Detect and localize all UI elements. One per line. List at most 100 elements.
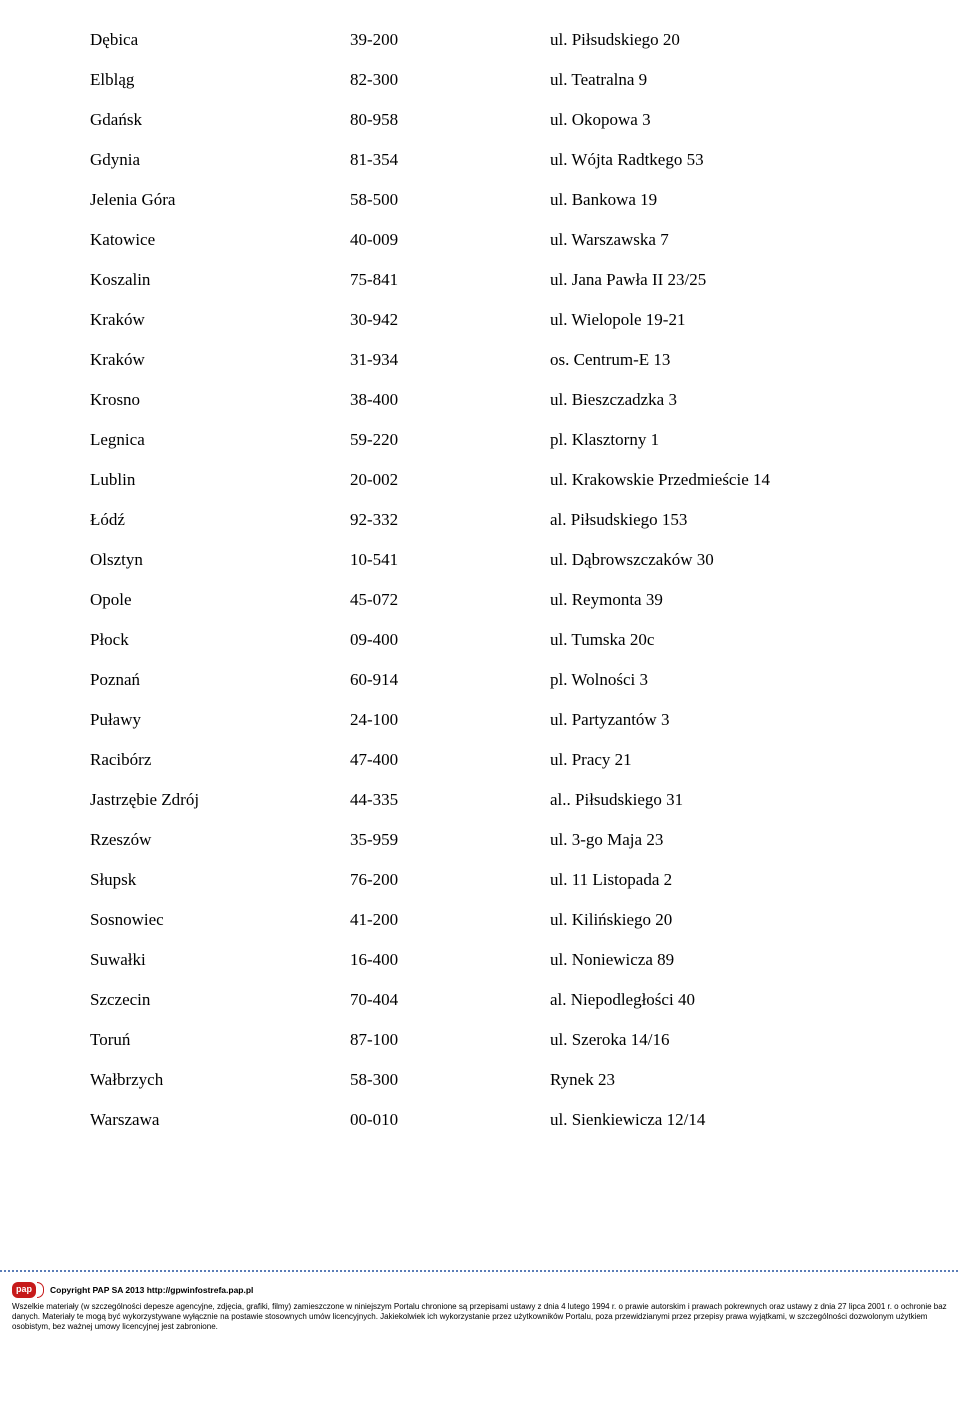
table-row: Olsztyn10-541ul. Dąbrowszczaków 30: [90, 540, 870, 580]
address-table: Dębica39-200ul. Piłsudskiego 20Elbląg82-…: [90, 20, 870, 1140]
cell-address: ul. Wójta Radtkego 53: [550, 140, 870, 180]
cell-city: Elbląg: [90, 60, 350, 100]
cell-postal-code: 31-934: [350, 340, 550, 380]
table-row: Szczecin70-404al. Niepodległości 40: [90, 980, 870, 1020]
cell-postal-code: 60-914: [350, 660, 550, 700]
table-row: Racibórz47-400ul. Pracy 21: [90, 740, 870, 780]
cell-address: os. Centrum-E 13: [550, 340, 870, 380]
cell-address: pl. Klasztorny 1: [550, 420, 870, 460]
cell-city: Suwałki: [90, 940, 350, 980]
cell-city: Sosnowiec: [90, 900, 350, 940]
cell-city: Toruń: [90, 1020, 350, 1060]
table-row: Dębica39-200ul. Piłsudskiego 20: [90, 20, 870, 60]
table-row: Puławy24-100ul. Partyzantów 3: [90, 700, 870, 740]
cell-address: ul. Partyzantów 3: [550, 700, 870, 740]
cell-postal-code: 44-335: [350, 780, 550, 820]
pap-logo-badge: pap: [12, 1282, 36, 1297]
cell-city: Kraków: [90, 340, 350, 380]
cell-postal-code: 35-959: [350, 820, 550, 860]
cell-city: Jastrzębie Zdrój: [90, 780, 350, 820]
cell-postal-code: 58-300: [350, 1060, 550, 1100]
cell-postal-code: 41-200: [350, 900, 550, 940]
table-row: Legnica59-220pl. Klasztorny 1: [90, 420, 870, 460]
cell-address: al. Niepodległości 40: [550, 980, 870, 1020]
cell-city: Puławy: [90, 700, 350, 740]
cell-city: Jelenia Góra: [90, 180, 350, 220]
table-row: Sosnowiec41-200ul. Kilińskiego 20: [90, 900, 870, 940]
table-row: Jelenia Góra58-500ul. Bankowa 19: [90, 180, 870, 220]
cell-address: ul. Dąbrowszczaków 30: [550, 540, 870, 580]
table-row: Opole45-072ul. Reymonta 39: [90, 580, 870, 620]
cell-city: Katowice: [90, 220, 350, 260]
footer-top-row: pap Copyright PAP SA 2013 http://gpwinfo…: [12, 1282, 948, 1298]
table-row: Krosno38-400ul. Bieszczadzka 3: [90, 380, 870, 420]
pap-logo-arc: [37, 1282, 44, 1298]
cell-address: pl. Wolności 3: [550, 660, 870, 700]
table-row: Płock09-400ul. Tumska 20c: [90, 620, 870, 660]
table-row: Poznań60-914pl. Wolności 3: [90, 660, 870, 700]
cell-postal-code: 59-220: [350, 420, 550, 460]
cell-address: ul. Teatralna 9: [550, 60, 870, 100]
cell-city: Płock: [90, 620, 350, 660]
table-row: Toruń87-100ul. Szeroka 14/16: [90, 1020, 870, 1060]
address-table-body: Dębica39-200ul. Piłsudskiego 20Elbląg82-…: [90, 20, 870, 1140]
cell-postal-code: 58-500: [350, 180, 550, 220]
table-row: Gdańsk80-958ul. Okopowa 3: [90, 100, 870, 140]
cell-postal-code: 92-332: [350, 500, 550, 540]
cell-address: al.. Piłsudskiego 31: [550, 780, 870, 820]
cell-address: ul. Pracy 21: [550, 740, 870, 780]
cell-postal-code: 38-400: [350, 380, 550, 420]
cell-city: Rzeszów: [90, 820, 350, 860]
table-row: Gdynia81-354ul. Wójta Radtkego 53: [90, 140, 870, 180]
legal-text: Wszelkie materiały (w szczególności depe…: [12, 1302, 948, 1332]
cell-postal-code: 76-200: [350, 860, 550, 900]
page-footer: pap Copyright PAP SA 2013 http://gpwinfo…: [0, 1272, 960, 1346]
cell-address: ul. Noniewicza 89: [550, 940, 870, 980]
cell-postal-code: 39-200: [350, 20, 550, 60]
cell-city: Dębica: [90, 20, 350, 60]
cell-postal-code: 09-400: [350, 620, 550, 660]
cell-address: ul. Tumska 20c: [550, 620, 870, 660]
cell-address: ul. Sienkiewicza 12/14: [550, 1100, 870, 1140]
pap-logo: pap: [12, 1282, 44, 1298]
cell-city: Koszalin: [90, 260, 350, 300]
cell-city: Wałbrzych: [90, 1060, 350, 1100]
cell-postal-code: 00-010: [350, 1100, 550, 1140]
cell-address: ul. Szeroka 14/16: [550, 1020, 870, 1060]
cell-city: Kraków: [90, 300, 350, 340]
cell-postal-code: 82-300: [350, 60, 550, 100]
table-row: Suwałki16-400ul. Noniewicza 89: [90, 940, 870, 980]
table-row: Kraków31-934os. Centrum-E 13: [90, 340, 870, 380]
cell-city: Gdynia: [90, 140, 350, 180]
cell-address: ul. Reymonta 39: [550, 580, 870, 620]
cell-postal-code: 16-400: [350, 940, 550, 980]
table-row: Kraków30-942ul. Wielopole 19-21: [90, 300, 870, 340]
cell-address: ul. Bankowa 19: [550, 180, 870, 220]
cell-postal-code: 70-404: [350, 980, 550, 1020]
table-row: Koszalin75-841ul. Jana Pawła II 23/25: [90, 260, 870, 300]
cell-city: Legnica: [90, 420, 350, 460]
table-row: Słupsk76-200ul. 11 Listopada 2: [90, 860, 870, 900]
cell-address: ul. Warszawska 7: [550, 220, 870, 260]
cell-city: Olsztyn: [90, 540, 350, 580]
cell-address: ul. 11 Listopada 2: [550, 860, 870, 900]
cell-address: ul. Okopowa 3: [550, 100, 870, 140]
cell-city: Łódź: [90, 500, 350, 540]
cell-postal-code: 30-942: [350, 300, 550, 340]
table-row: Warszawa00-010ul. Sienkiewicza 12/14: [90, 1100, 870, 1140]
page-content: Dębica39-200ul. Piłsudskiego 20Elbląg82-…: [0, 0, 960, 1150]
table-row: Lublin20-002ul. Krakowskie Przedmieście …: [90, 460, 870, 500]
cell-city: Poznań: [90, 660, 350, 700]
cell-address: ul. Kilińskiego 20: [550, 900, 870, 940]
cell-address: ul. Wielopole 19-21: [550, 300, 870, 340]
cell-postal-code: 24-100: [350, 700, 550, 740]
cell-postal-code: 81-354: [350, 140, 550, 180]
cell-postal-code: 47-400: [350, 740, 550, 780]
cell-postal-code: 80-958: [350, 100, 550, 140]
cell-postal-code: 45-072: [350, 580, 550, 620]
table-row: Elbląg82-300ul. Teatralna 9: [90, 60, 870, 100]
cell-postal-code: 40-009: [350, 220, 550, 260]
cell-city: Szczecin: [90, 980, 350, 1020]
cell-address: ul. Krakowskie Przedmieście 14: [550, 460, 870, 500]
cell-city: Lublin: [90, 460, 350, 500]
